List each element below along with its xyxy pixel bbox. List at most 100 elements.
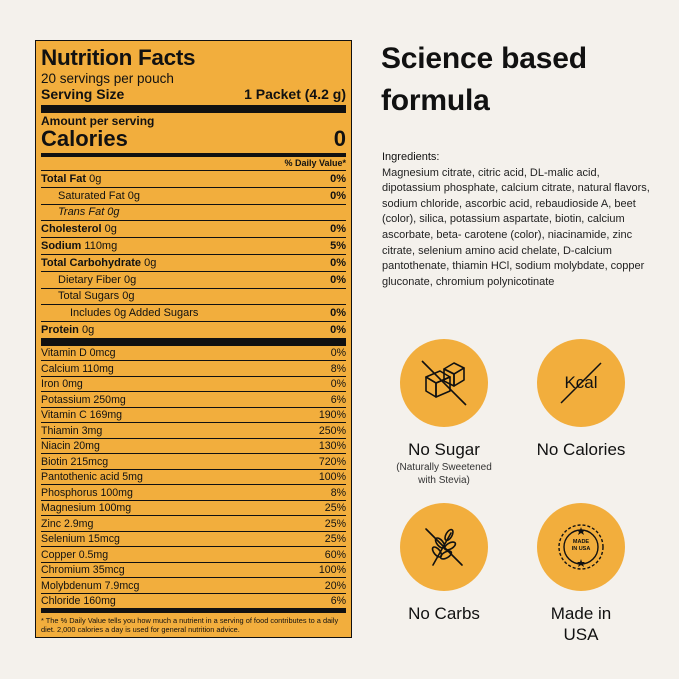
vitamin-name: Phosphorus 100mg: [41, 486, 133, 499]
headline: Science based formula: [381, 42, 587, 117]
serving-size-label: Serving Size: [41, 86, 125, 102]
vitamin-row: Niacin 20mg 130%: [41, 439, 346, 455]
servings-per-container: 20 servings per pouch: [41, 71, 174, 86]
nutrient-name: Total Fat 0g: [41, 172, 102, 185]
vitamin-row: Vitamin D 0mcg 0%: [41, 346, 346, 362]
divider-medium: [41, 153, 346, 157]
vitamin-name: Vitamin C 169mg: [41, 409, 123, 422]
nutrient-daily-value: 0%: [330, 223, 346, 236]
vitamin-row: Thiamin 3mg 250%: [41, 423, 346, 439]
nutrient-row: Protein 0g 0%: [41, 322, 346, 339]
badge-no-sugar-subtext: (Naturally Sweetened with Stevia): [396, 462, 492, 486]
badge-no-carbs: No Carbs: [386, 503, 502, 624]
badge-no-carbs-label: No Carbs: [408, 604, 480, 623]
seal-text: MADE IN USA: [571, 539, 591, 552]
vitamin-name: Iron 0mg: [41, 378, 83, 391]
nutrient-name: Total Sugars 0g: [58, 290, 135, 303]
nutrient-daily-value: 0%: [330, 189, 346, 202]
badge-made-in-usa: MADE IN USA Made in USA: [523, 503, 639, 645]
serving-size-row: Serving Size 1 Packet (4.2 g): [41, 86, 346, 103]
vitamin-name: Potassium 250mg: [41, 393, 126, 406]
nutrient-row: Total Fat 0g 0%: [41, 171, 346, 188]
nutrient-name: Cholesterol 0g: [41, 223, 117, 236]
vitamin-row: Copper 0.5mg 60%: [41, 547, 346, 563]
vitamin-daily-value: 0%: [330, 347, 346, 360]
vitamin-name: Magnesium 100mg: [41, 502, 132, 515]
nutrition-facts-label: Nutrition Facts 20 servings per pouch Se…: [35, 40, 352, 638]
vitamin-daily-value: 0%: [330, 378, 346, 391]
vitamin-name: Molybdenum 7.9mcg: [41, 579, 140, 592]
nutrient-daily-value: 0%: [330, 324, 346, 337]
nutrient-daily-value: 5%: [330, 240, 346, 253]
vitamin-row: Selenium 15mcg 25%: [41, 532, 346, 548]
nutrient-daily-value: 0%: [330, 256, 346, 269]
ingredients-text: Magnesium citrate, citric acid, DL-malic…: [382, 166, 650, 288]
vitamin-name: Thiamin 3mg: [41, 424, 103, 437]
nutrient-list: Total Fat 0g 0% Saturated Fat 0g 0% Trans Fa…: [41, 171, 346, 339]
ingredients-title: Ingredients:: [382, 151, 440, 163]
wheat-crossed-icon: [400, 503, 488, 591]
vitamin-daily-value: 8%: [330, 486, 346, 499]
nutrient-row: Saturated Fat 0g 0%: [41, 188, 346, 205]
divider-thick: [41, 105, 346, 113]
nutrient-name: Trans Fat 0g: [58, 206, 120, 219]
ingredients-block: Ingredients: Magnesium citrate, citric a…: [382, 150, 652, 290]
nutrient-row: Includes 0g Added Sugars 0%: [41, 305, 346, 323]
nutrient-row: Dietary Fiber 0g 0%: [41, 272, 346, 289]
vitamin-row: Vitamin C 169mg 190%: [41, 408, 346, 424]
nutrient-daily-value: 0%: [330, 273, 346, 286]
vitamin-name: Calcium 110mg: [41, 362, 114, 375]
vitamin-row: Zinc 2.9mg 25%: [41, 516, 346, 532]
nutrient-row: Total Sugars 0g: [41, 289, 346, 306]
vitamin-daily-value: 8%: [330, 362, 346, 375]
nutrient-name: Sodium 110mg: [41, 240, 118, 253]
nutrient-row: Cholesterol 0g 0%: [41, 221, 346, 239]
nutrient-daily-value: 0%: [330, 172, 346, 185]
badge-no-calories: Kcal No Calories: [523, 339, 639, 460]
nutrient-name: Saturated Fat 0g: [58, 189, 140, 202]
vitamin-name: Chloride 160mg: [41, 595, 116, 608]
vitamin-row: Pantothenic acid 5mg 100%: [41, 470, 346, 486]
nutrient-name: Dietary Fiber 0g: [58, 273, 137, 286]
vitamin-name: Selenium 15mcg: [41, 533, 120, 546]
vitamin-row: Biotin 215mcg 720%: [41, 454, 346, 470]
badge-no-sugar-label: No Sugar: [408, 440, 480, 459]
vitamin-row: Chloride 160mg 6%: [41, 594, 346, 610]
amount-per-serving: Amount per serving: [41, 114, 155, 128]
vitamin-daily-value: 720%: [318, 455, 346, 468]
vitamin-daily-value: 60%: [324, 548, 346, 561]
calories-value: 0: [333, 126, 346, 151]
vitamin-name: Vitamin D 0mcg: [41, 347, 116, 360]
daily-value-header: % Daily Value*: [41, 157, 346, 171]
vitamin-name: Zinc 2.9mg: [41, 517, 94, 530]
vitamin-row: Calcium 110mg 8%: [41, 361, 346, 377]
vitamin-name: Niacin 20mg: [41, 440, 100, 453]
nutrient-name: Total Carbohydrate 0g: [41, 256, 157, 269]
badge-no-calories-label: No Calories: [536, 440, 626, 459]
vitamin-name: Biotin 215mcg: [41, 455, 109, 468]
kcal-crossed-icon: Kcal: [537, 339, 625, 427]
vitamin-daily-value: 190%: [318, 409, 346, 422]
vitamin-daily-value: 100%: [318, 564, 346, 577]
vitamin-row: Phosphorus 100mg 8%: [41, 485, 346, 501]
vitamin-daily-value: 25%: [324, 533, 346, 546]
vitamin-row: Chromium 35mcg 100%: [41, 563, 346, 579]
nutrient-name: Protein 0g: [41, 324, 95, 337]
vitamin-daily-value: 250%: [318, 424, 346, 437]
serving-size-value: 1 Packet (4.2 g): [244, 86, 346, 102]
vitamin-daily-value: 6%: [330, 595, 346, 608]
vitamin-daily-value: 20%: [324, 579, 346, 592]
vitamin-list: Vitamin D 0mcg 0% Calcium 110mg 8% Iron 0mg 0…: [41, 346, 346, 610]
nutrient-name: Includes 0g Added Sugars: [70, 307, 199, 320]
calories-row: Calories 0: [41, 128, 346, 150]
vitamin-row: Potassium 250mg 6%: [41, 392, 346, 408]
vitamin-daily-value: 25%: [324, 502, 346, 515]
vitamin-daily-value: 100%: [318, 471, 346, 484]
nutrient-row: Total Carbohydrate 0g 0%: [41, 255, 346, 272]
sugar-cubes-crossed-icon: [400, 339, 488, 427]
vitamin-daily-value: 130%: [318, 440, 346, 453]
vitamin-row: Magnesium 100mg 25%: [41, 501, 346, 517]
divider-thick: [41, 338, 346, 346]
nutrient-row: Sodium 110mg 5%: [41, 238, 346, 255]
vitamin-row: Molybdenum 7.9mcg 20%: [41, 578, 346, 594]
